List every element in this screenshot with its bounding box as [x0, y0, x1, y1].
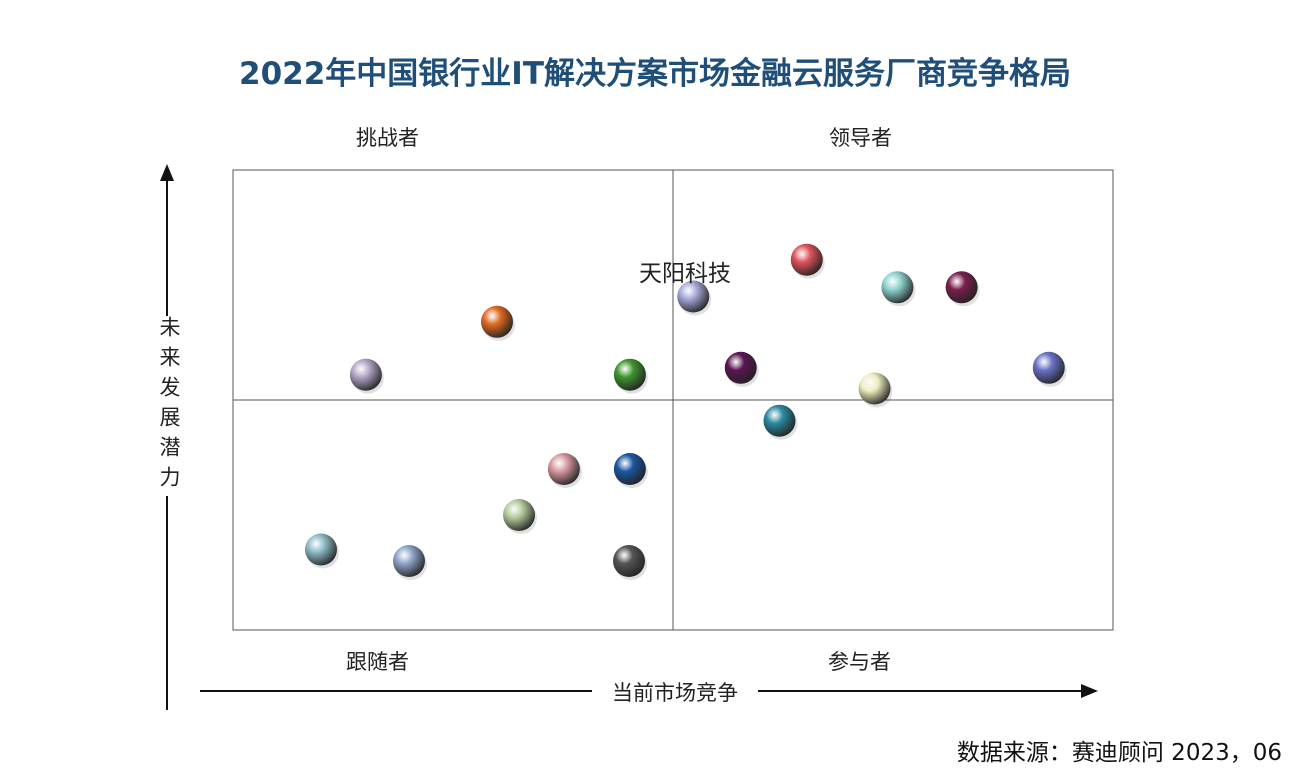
- data-point: [790, 243, 823, 276]
- quadrant-label-top-left: 挑战者: [356, 126, 419, 150]
- quadrant-label-bottom-right: 参与者: [828, 650, 891, 674]
- source-note: 数据来源：赛迪顾问 2023，06: [956, 740, 1282, 766]
- data-point: [613, 545, 645, 577]
- y-axis-label: 未来发展潜力: [154, 316, 184, 496]
- data-point: [393, 545, 425, 577]
- data-point: [503, 499, 535, 531]
- chart-title: 2022年中国银行业IT解决方案市场金融云服务厂商竞争格局: [239, 56, 1071, 92]
- data-point: [724, 351, 757, 384]
- data-point: [481, 305, 513, 338]
- quadrant-label-bottom-left: 跟随者: [346, 650, 409, 674]
- data-point: [613, 358, 646, 391]
- data-point: [677, 280, 710, 313]
- x-axis-label: 当前市场竞争: [592, 677, 758, 707]
- data-point: [349, 358, 382, 391]
- point-label-tianyang: 天阳科技: [639, 261, 731, 287]
- data-point: [1032, 351, 1065, 384]
- data-point: [945, 271, 978, 304]
- data-point: [763, 404, 796, 437]
- data-point: [547, 453, 580, 485]
- x-axis-arrow-head: [1081, 684, 1098, 698]
- y-axis-arrow-head: [160, 164, 174, 181]
- data-point: [858, 372, 891, 405]
- data-point: [881, 271, 914, 304]
- data-point: [613, 453, 646, 485]
- quadrant-label-top-right: 领导者: [829, 126, 892, 150]
- data-points: [305, 243, 1067, 580]
- data-point: [305, 533, 337, 566]
